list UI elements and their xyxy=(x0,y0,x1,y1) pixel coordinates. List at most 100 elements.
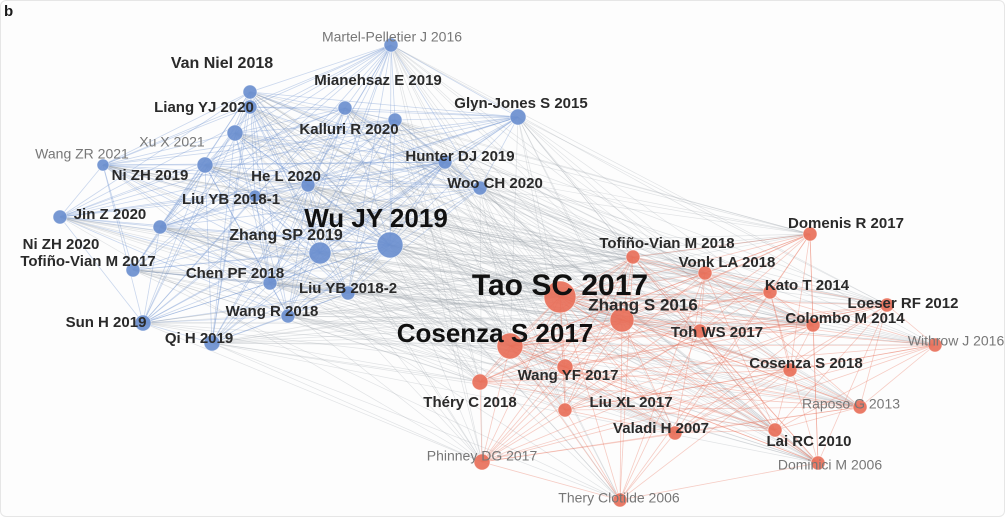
citation-edge xyxy=(254,161,446,197)
node-withrow xyxy=(927,337,943,353)
node-chen-pf xyxy=(262,275,278,291)
citation-edge xyxy=(479,187,561,298)
citation-edge xyxy=(394,119,481,383)
node-tofino-2018 xyxy=(625,249,641,265)
citation-edge xyxy=(269,282,676,434)
citation-edge xyxy=(234,132,861,408)
node-kato xyxy=(762,284,778,300)
citation-edge xyxy=(347,44,392,294)
citation-edge xyxy=(287,296,561,317)
citation-edge xyxy=(479,187,623,321)
citation-edge xyxy=(859,304,888,408)
citation-edge xyxy=(142,322,791,371)
citation-edge xyxy=(674,429,776,434)
citation-edge xyxy=(307,184,566,368)
node-label-martel-pelletier: Martel-Pelletier J 2016 xyxy=(322,29,462,45)
citation-edge xyxy=(102,106,251,166)
citation-edge xyxy=(211,291,771,344)
node-label-loeser: Loeser RF 2012 xyxy=(848,295,959,312)
citation-edge xyxy=(254,116,519,197)
citation-edge xyxy=(389,244,791,371)
citation-edge xyxy=(59,195,256,218)
citation-edge xyxy=(142,315,289,324)
citation-edge xyxy=(211,330,701,344)
citation-edge xyxy=(59,216,566,368)
citation-edge xyxy=(517,116,566,368)
citation-edge xyxy=(287,244,391,317)
citation-edge xyxy=(789,233,811,371)
citation-edge xyxy=(211,244,391,344)
citation-edge xyxy=(142,161,446,324)
citation-edge xyxy=(287,184,309,317)
citation-edge xyxy=(249,91,519,118)
citation-edge xyxy=(509,272,706,347)
node-liu-yb-2 xyxy=(340,285,356,301)
citation-edge xyxy=(564,366,861,408)
citation-edge xyxy=(479,187,814,326)
citation-edge xyxy=(319,252,481,383)
node-woo xyxy=(472,180,488,196)
citation-edge xyxy=(102,164,634,258)
citation-edge xyxy=(394,119,706,274)
citation-edge xyxy=(254,195,791,371)
citation-edge xyxy=(621,319,791,371)
citation-edge xyxy=(479,187,701,332)
citation-edge xyxy=(559,233,811,298)
citation-edge xyxy=(204,164,566,368)
citation-edge xyxy=(142,296,561,324)
citation-edge xyxy=(479,187,819,464)
citation-edge xyxy=(319,252,511,347)
citation-edge xyxy=(509,345,621,501)
citation-edge xyxy=(674,324,814,434)
citation-edge xyxy=(269,161,446,284)
citation-edge xyxy=(559,296,814,326)
citation-edge xyxy=(390,44,936,346)
citation-edge xyxy=(344,107,481,189)
citation-edge xyxy=(287,252,321,317)
node-sun-h xyxy=(134,314,152,332)
citation-edge xyxy=(211,44,392,344)
citation-edge xyxy=(509,233,811,347)
citation-edge xyxy=(389,244,706,274)
node-tao xyxy=(543,280,577,314)
citation-edge xyxy=(344,107,561,298)
citation-edge xyxy=(479,381,483,463)
citation-edge xyxy=(249,106,861,408)
citation-edge xyxy=(394,119,771,293)
citation-edge xyxy=(204,164,481,189)
citation-edge xyxy=(132,91,251,271)
citation-edge xyxy=(774,369,791,431)
citation-edge xyxy=(254,195,321,254)
citation-edge xyxy=(389,244,771,293)
citation-edge xyxy=(564,409,676,434)
node-label-cosenza-2018: Cosenza S 2018 xyxy=(749,355,862,372)
citation-edge xyxy=(132,44,392,271)
citation-edge xyxy=(59,216,349,294)
node-label-kato: Kato T 2014 xyxy=(765,277,850,294)
citation-edge xyxy=(674,344,936,434)
citation-edge xyxy=(481,319,623,463)
citation-edge xyxy=(249,44,392,108)
citation-edge xyxy=(249,91,446,163)
citation-edge xyxy=(249,91,811,235)
citation-edge xyxy=(390,44,888,306)
citation-edge xyxy=(564,304,888,368)
citation-edge xyxy=(619,319,623,501)
citation-edge xyxy=(479,187,511,347)
citation-edge xyxy=(287,44,392,317)
citation-edge xyxy=(102,91,251,166)
node-raposo xyxy=(852,399,868,415)
citation-edge xyxy=(394,119,623,321)
citation-edge xyxy=(142,106,251,324)
node-thery-clotilde xyxy=(612,492,628,508)
citation-edge xyxy=(159,187,481,228)
citation-edge xyxy=(632,233,811,258)
citation-edge xyxy=(394,119,888,306)
citation-edge xyxy=(319,252,634,258)
citation-edge xyxy=(817,304,888,464)
node-label-sun-h: Sun H 2019 xyxy=(66,314,147,331)
citation-edge xyxy=(59,164,206,218)
citation-edge xyxy=(287,315,623,321)
node-wang-zr xyxy=(96,158,110,172)
node-he-l xyxy=(300,177,316,193)
